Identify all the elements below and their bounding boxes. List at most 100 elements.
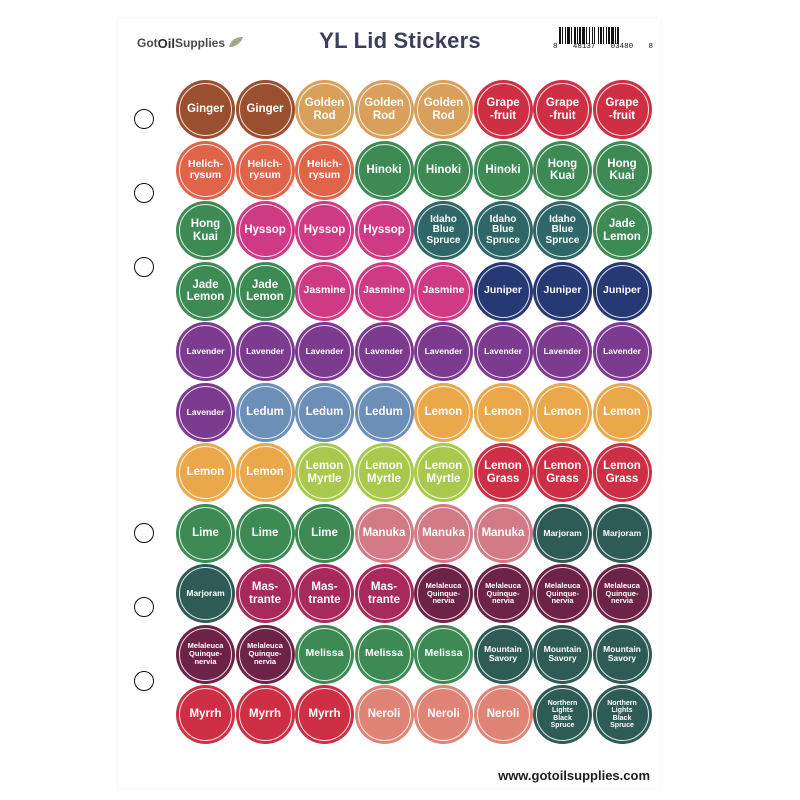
barcode-bar: [577, 27, 578, 44]
lid-sticker: Grape -fruit: [473, 80, 533, 139]
lid-sticker: Myrrh: [176, 685, 235, 744]
sticker-label: Lemon: [603, 405, 641, 418]
sticker-label: Mas- trante: [308, 581, 341, 606]
barcode-bar: [582, 27, 585, 44]
sticker-label: Ledum: [365, 405, 403, 418]
sticker-label: Golden Rod: [423, 97, 464, 122]
sticker-label: Golden Rod: [304, 97, 345, 122]
lid-sticker: Idaho Blue Spruce: [533, 201, 592, 260]
lid-sticker: Ledum: [235, 382, 295, 442]
sticker-label: Ledum: [246, 405, 284, 418]
sticker-label: Juniper: [603, 284, 641, 297]
lid-sticker: Hyssop: [295, 201, 354, 260]
barcode-bar: [615, 27, 616, 44]
lid-sticker: Northern Lights Black Spruce: [592, 685, 652, 744]
sticker-label: Lavender: [543, 346, 582, 357]
sticker-label: Melaleuca Quinque- nervia: [187, 641, 224, 666]
lid-sticker: Hinoki: [414, 140, 473, 200]
sticker-label: Northern Lights Black Spruce: [607, 699, 637, 729]
sticker-label: Lemon: [186, 466, 225, 479]
lid-sticker: Lavender: [354, 322, 414, 381]
lid-sticker: Lemon Grass: [533, 443, 592, 502]
sticker-label: Lime: [192, 526, 219, 539]
website-url: www.gotoilsupplies.com: [498, 768, 650, 783]
lid-sticker: Lemon: [414, 382, 473, 442]
brand-logo: Got Oil Supplies: [137, 33, 244, 53]
lid-sticker: Ginger: [235, 80, 295, 139]
sticker-label: Helich- rysum: [247, 157, 283, 181]
lid-sticker: Lemon: [176, 443, 235, 502]
binder-hole: [134, 671, 154, 691]
barcode-bar: [571, 27, 572, 44]
barcode-digit: 03480: [610, 43, 634, 51]
sticker-label: Mountain Savory: [603, 644, 641, 663]
lid-sticker: Mas- trante: [235, 564, 295, 623]
sticker-label: Melissa: [305, 647, 344, 660]
lid-sticker: Northern Lights Black Spruce: [533, 685, 592, 744]
lid-sticker: Lime: [235, 503, 295, 563]
sticker-label: Melissa: [424, 647, 463, 660]
lid-sticker: Hyssop: [354, 201, 414, 260]
lid-sticker: Melaleuca Quinque- nervia: [592, 564, 652, 623]
lid-sticker: Manuka: [354, 503, 414, 563]
sticker-label: Lavender: [424, 346, 463, 357]
barcode-digit: 8: [553, 43, 558, 51]
lid-sticker: Juniper: [592, 261, 652, 321]
lid-sticker: Manuka: [473, 503, 533, 563]
lid-sticker: Hong Kuai: [533, 140, 592, 200]
lid-sticker: Juniper: [473, 261, 533, 321]
sticker-label: Lavender: [186, 346, 225, 357]
sticker-label: Mas- trante: [249, 581, 281, 606]
lid-sticker: Lavender: [295, 322, 354, 381]
sticker-label: Lavender: [365, 346, 403, 357]
sticker-label: Marjoram: [543, 527, 582, 538]
barcode-bar: [592, 27, 593, 44]
lid-sticker: Lime: [295, 503, 354, 563]
sticker-label: Ledum: [305, 405, 344, 418]
lid-sticker: Lavender: [592, 322, 652, 381]
lid-sticker: Melissa: [414, 624, 473, 684]
lid-sticker: Lavender: [176, 382, 235, 442]
sticker-label: Juniper: [543, 284, 582, 297]
lid-sticker: Melaleuca Quinque- nervia: [533, 564, 592, 623]
sticker-label: Lavender: [603, 346, 641, 357]
sticker-label: Hong Kuai: [607, 157, 637, 182]
lid-sticker: Helich- rysum: [176, 140, 235, 200]
lid-sticker: Idaho Blue Spruce: [473, 201, 533, 260]
leaf-icon: [228, 36, 244, 51]
lid-sticker: Myrrh: [235, 685, 295, 744]
sticker-label: Lemon Grass: [484, 460, 522, 485]
sticker-label: Northern Lights Black Spruce: [547, 699, 578, 729]
barcode-bar: [606, 27, 607, 44]
sticker-label: Neroli: [427, 708, 460, 721]
sticker-label: Ginger: [186, 103, 225, 116]
sticker-label: Melaleuca Quinque- nervia: [425, 580, 462, 606]
lid-sticker: Lemon: [235, 443, 295, 502]
binder-hole: [134, 597, 154, 617]
lid-sticker: Hinoki: [354, 140, 414, 200]
lid-sticker: Marjoram: [592, 503, 652, 563]
lid-sticker: Lemon Myrtle: [414, 443, 473, 502]
lid-sticker: Hong Kuai: [176, 201, 235, 260]
lid-sticker: Grape -fruit: [592, 80, 652, 139]
sticker-label: Grape -fruit: [605, 97, 639, 122]
lid-sticker: Mountain Savory: [592, 624, 652, 684]
sticker-label: Juniper: [484, 284, 522, 297]
sticker-label: Melaleuca Quinque- nervia: [485, 580, 521, 606]
lid-sticker: Golden Rod: [414, 80, 473, 139]
lid-sticker: Jade Lemon: [176, 261, 235, 321]
sticker-label: Grape -fruit: [545, 97, 580, 122]
lid-sticker: Lemon Grass: [473, 443, 533, 502]
barcode-bar: [603, 27, 604, 44]
sticker-label: Neroli: [486, 708, 520, 721]
lid-sticker: Lemon: [592, 382, 652, 442]
lid-sticker: Marjoram: [533, 503, 592, 563]
lid-sticker: Jasmine: [414, 261, 473, 321]
sticker-label: Manuka: [481, 526, 525, 539]
lid-sticker: Marjoram: [176, 564, 235, 623]
lid-sticker: Melaleuca Quinque- nervia: [414, 564, 473, 623]
barcode-bar: [617, 27, 619, 44]
sticker-label: Idaho Blue Spruce: [486, 213, 520, 246]
barcode-bar: [619, 27, 620, 44]
sticker-label: Mountain Savory: [543, 644, 582, 663]
